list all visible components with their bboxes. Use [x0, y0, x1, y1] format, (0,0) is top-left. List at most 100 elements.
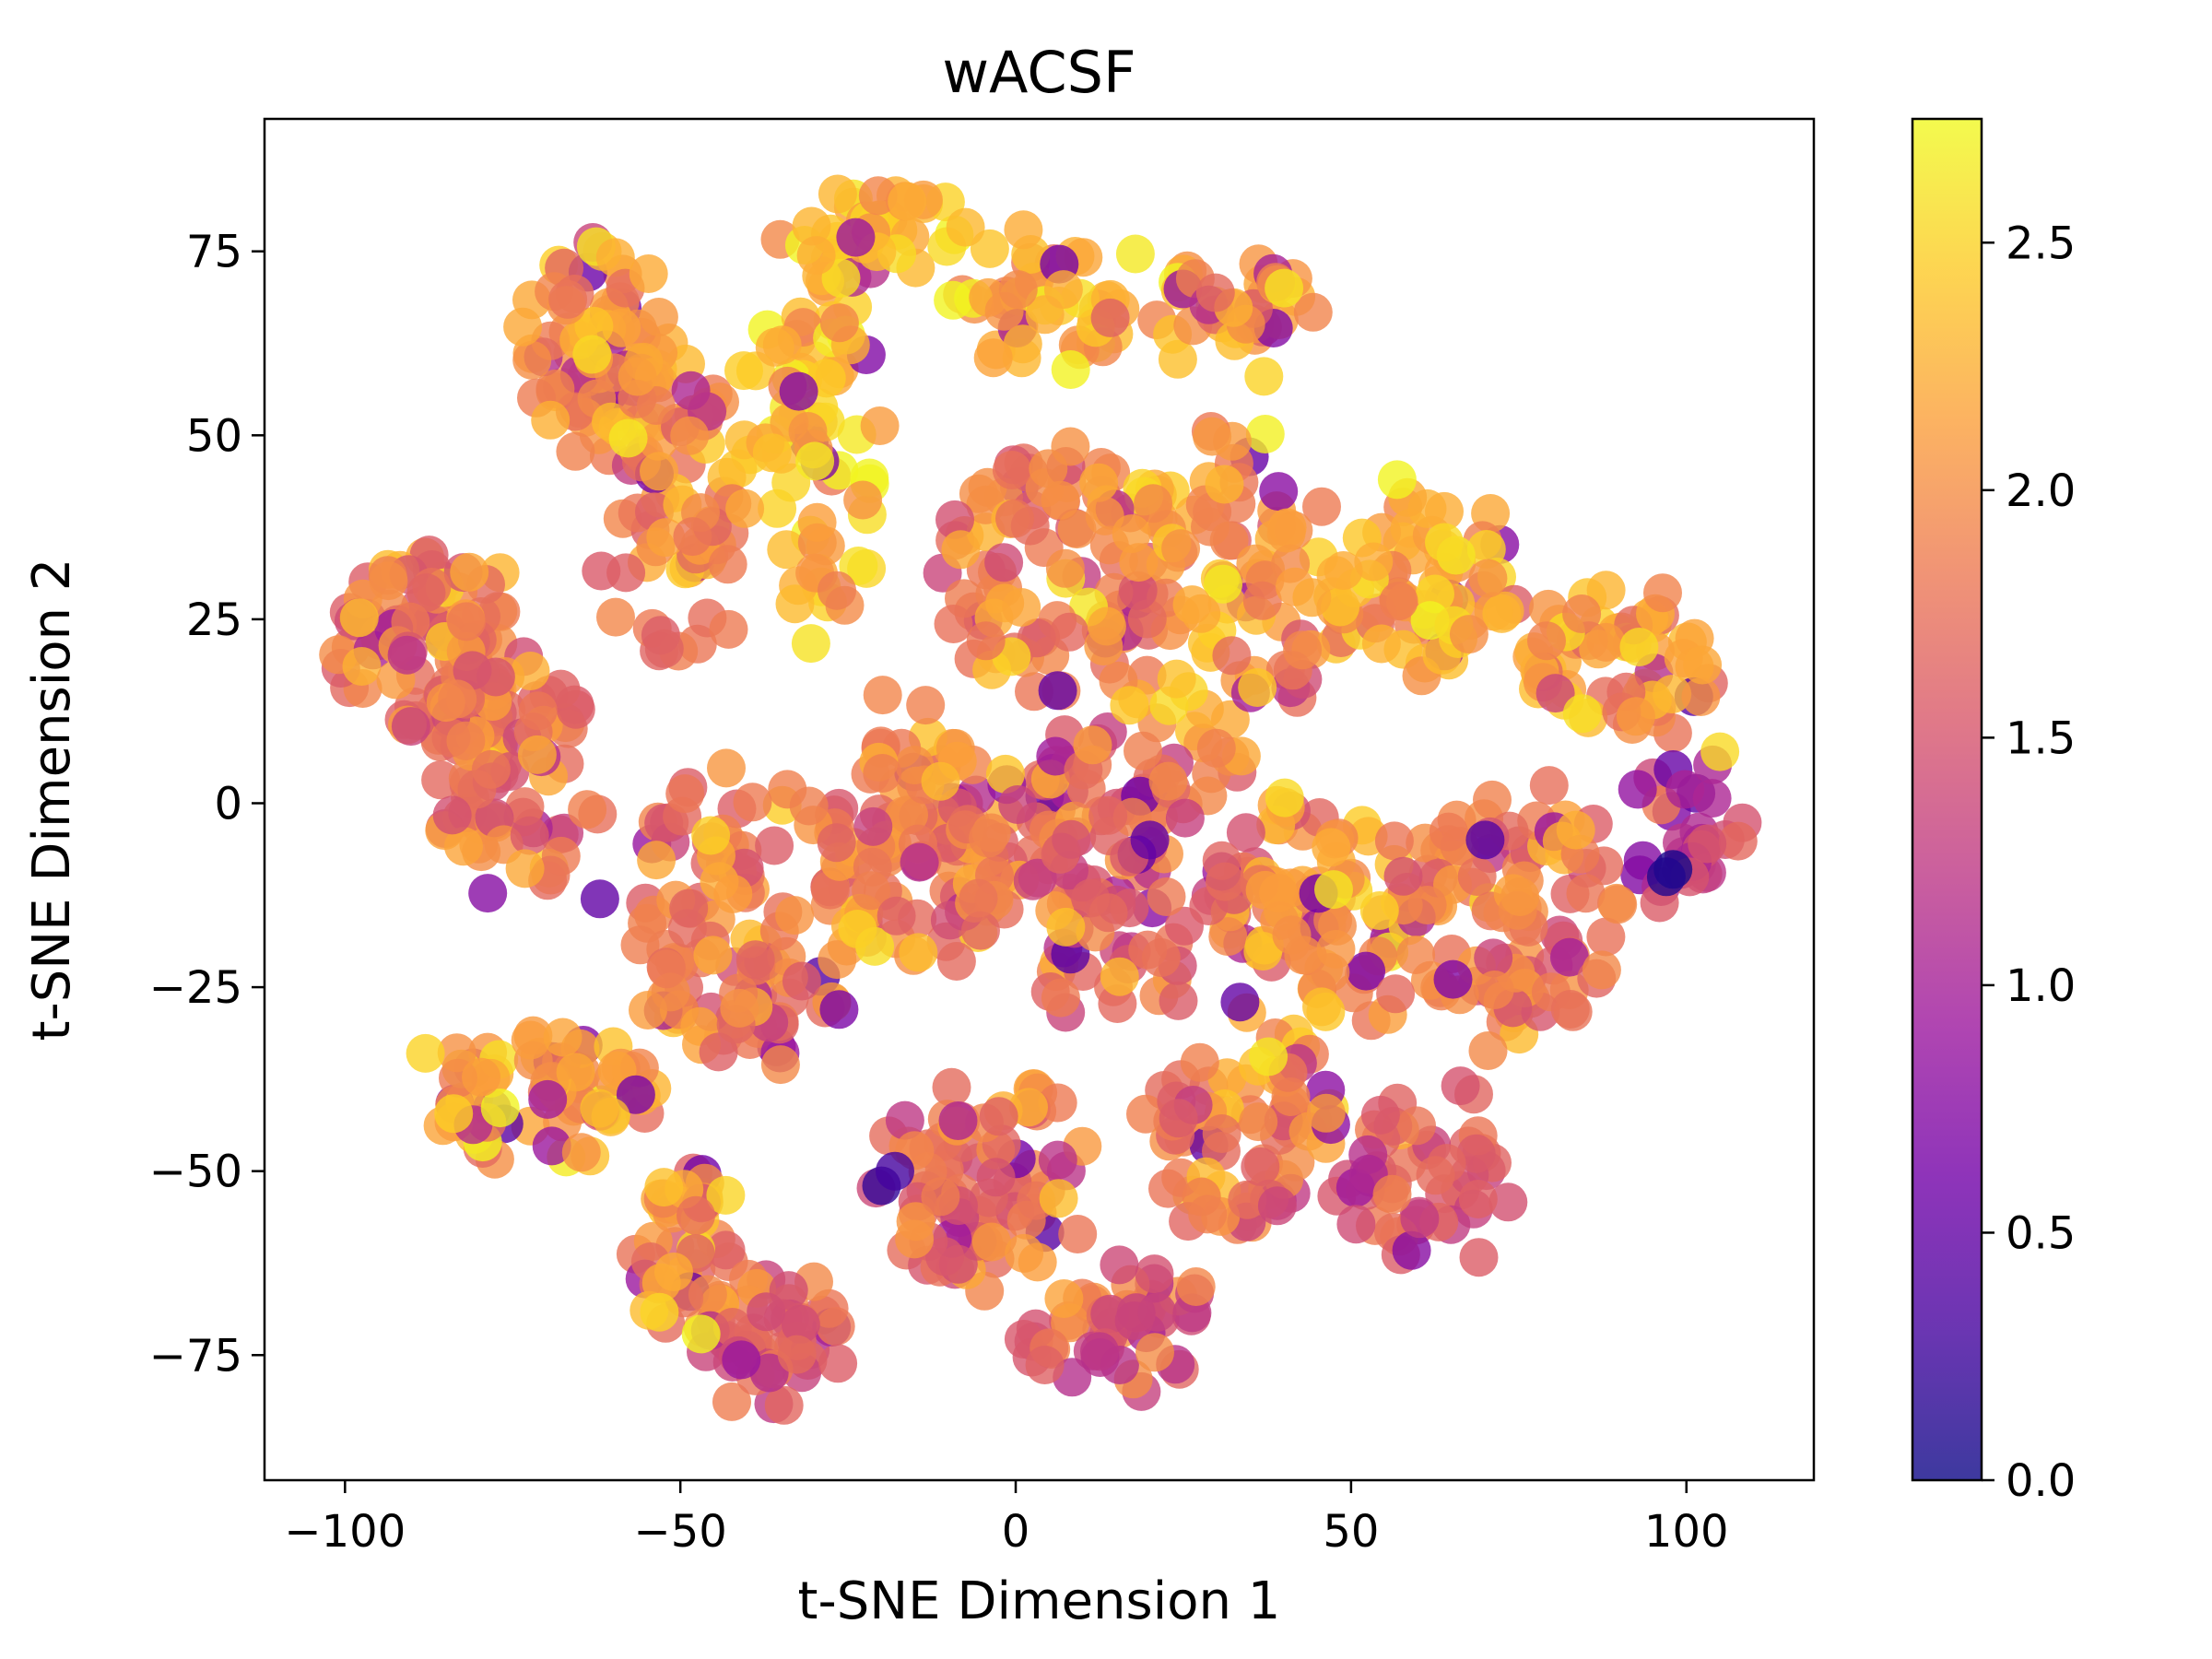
scatter-point [677, 1195, 715, 1235]
scatter-point [853, 806, 893, 846]
scatter-point [1004, 210, 1043, 250]
scatter-point [1457, 857, 1497, 896]
colorbar-tick-label: 1.5 [2006, 712, 2076, 764]
scatter-point [1176, 1267, 1216, 1306]
x-axis-label: t-SNE Dimension 1 [798, 1571, 1281, 1631]
scatter-point [1459, 1238, 1499, 1277]
scatter-point [1441, 1066, 1480, 1106]
scatter-point [639, 298, 678, 336]
scatter-point [512, 340, 552, 380]
plot-frame [263, 117, 1816, 1482]
scatter-point [1314, 870, 1353, 910]
scatter-point [437, 1033, 477, 1073]
x-tick-label: −100 [284, 1506, 406, 1558]
scatter-point [517, 735, 557, 774]
colorbar-tick-label: 2.0 [2006, 465, 2076, 517]
scatter-point [1259, 472, 1299, 512]
colorbar-axis: 0.0 0.5 1.0 1.5 2.0 2.5 [1982, 218, 2076, 1507]
scatter-point [724, 351, 763, 391]
scatter-point [1718, 821, 1758, 861]
scatter-point [899, 933, 938, 972]
scatter-point [1400, 1199, 1440, 1239]
scatter-point [941, 530, 981, 570]
scatter-point [1244, 357, 1284, 396]
scatter-point [858, 176, 898, 216]
scatter-point [450, 552, 489, 592]
scatter-point [556, 1053, 595, 1092]
scatter-point [817, 823, 856, 863]
scatter-point [755, 826, 794, 865]
scatter-point [608, 418, 648, 458]
scatter-point [1051, 350, 1090, 389]
scatter-point [1134, 484, 1173, 524]
scatter-point [775, 896, 815, 935]
colorbar [1911, 117, 1983, 1482]
scatter-point [432, 795, 472, 835]
scatter-point [556, 431, 595, 471]
scatter-point [1038, 671, 1077, 711]
scatter-point [819, 303, 859, 343]
scatter-point [1688, 824, 1727, 864]
scatter-point [339, 598, 379, 638]
scatter-point [995, 499, 1034, 538]
scatter-point [1458, 1180, 1498, 1218]
scatter-point [998, 785, 1038, 824]
scatter-point [1204, 564, 1242, 604]
scatter-point [959, 878, 998, 918]
scatter-point [480, 1088, 520, 1128]
scatter-point [447, 602, 486, 641]
scatter-point [505, 787, 545, 827]
scatter-point [1283, 630, 1323, 670]
chart-title: wACSF [942, 39, 1135, 106]
scatter-point [1241, 1147, 1280, 1186]
scatter-point [1046, 907, 1086, 947]
y-tick-label: 75 [186, 227, 242, 278]
scatter-point [1202, 1114, 1241, 1153]
scatter-point [476, 657, 515, 697]
scatter-point [580, 879, 619, 919]
scatter-point [406, 573, 446, 613]
scatter-point [985, 754, 1025, 794]
scatter-point [966, 621, 1006, 661]
scatter-point [1376, 974, 1416, 1014]
scatter-point [1157, 659, 1196, 699]
scatter-point [669, 888, 709, 928]
scatter-point [1643, 573, 1682, 613]
scatter-point [444, 827, 483, 866]
scatter-point [602, 308, 641, 347]
scatter-point [792, 206, 831, 246]
scatter-point [791, 624, 830, 664]
y-tick-label: −25 [149, 962, 242, 1014]
scatter-point [1159, 981, 1198, 1020]
scatter-point [518, 691, 558, 731]
y-tick-label: −50 [149, 1147, 242, 1198]
scatter-point [1302, 987, 1341, 1027]
scatter-point [1044, 1279, 1084, 1318]
scatter-point [1586, 622, 1626, 662]
scatter-point [1159, 1099, 1198, 1138]
scatter-point [1025, 1346, 1065, 1384]
scatter-point [665, 774, 705, 814]
scatter-point [531, 400, 571, 440]
scatter-point [1265, 778, 1304, 818]
scatter-point [1272, 915, 1312, 955]
y-tick-label: −75 [149, 1330, 242, 1382]
scatter-point [1038, 1140, 1077, 1180]
scatter-point [574, 306, 614, 346]
scatter-point [1692, 779, 1732, 818]
scatter-point [681, 1314, 721, 1354]
scatter-point [876, 1151, 914, 1191]
scatter-point [691, 816, 731, 855]
scatter-point [548, 279, 588, 319]
colorbar-tick-label: 0.5 [2006, 1207, 2076, 1259]
scatter-point [1302, 487, 1341, 526]
scatter-point [1038, 1083, 1077, 1123]
scatter-point [670, 416, 710, 455]
scatter-point [1425, 491, 1464, 531]
scatter-point [1535, 674, 1575, 713]
scatter-point [888, 182, 927, 221]
scatter-point [406, 1033, 445, 1073]
scatter-point [1245, 415, 1285, 453]
scatter-point [1383, 856, 1423, 896]
scatter-point [1416, 1156, 1455, 1195]
